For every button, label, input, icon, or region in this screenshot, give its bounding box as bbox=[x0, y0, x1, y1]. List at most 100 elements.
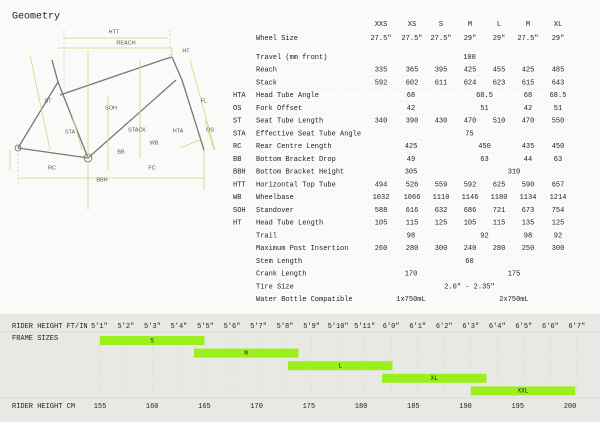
x2-tick-label: 6'7" bbox=[568, 323, 585, 331]
table-cell: 1146 bbox=[462, 194, 479, 202]
diagram-label: WB bbox=[150, 140, 159, 146]
diagram-label: FC bbox=[148, 165, 155, 171]
table-cell: 602 bbox=[406, 79, 419, 87]
size-bar bbox=[288, 361, 393, 371]
x2-tick-label: 5'2" bbox=[117, 323, 134, 331]
diagram-label: REACH bbox=[116, 40, 135, 46]
table-cell: 305 bbox=[405, 169, 418, 177]
row-name: Maximum Post Insertion bbox=[256, 245, 348, 253]
row-name: Water Bottle Compatible bbox=[256, 296, 353, 304]
x2-tick-label: 5'1" bbox=[91, 323, 108, 331]
table-cell: 125 bbox=[552, 220, 565, 228]
table-cell: 29" bbox=[464, 35, 477, 43]
table-cell: 611 bbox=[435, 79, 448, 87]
x2-tick-label: 5'9" bbox=[303, 323, 320, 331]
table-cell: 1066 bbox=[404, 194, 421, 202]
x2-tick-label: 6'3" bbox=[462, 323, 479, 331]
table-cell: 550 bbox=[552, 118, 565, 126]
row-name: Stem Length bbox=[256, 258, 302, 266]
table-cell: 559 bbox=[435, 181, 448, 189]
row-abbr: HT bbox=[233, 220, 241, 228]
table-cell: 175 bbox=[508, 271, 521, 279]
row-name: Horizontal Top Tube bbox=[256, 181, 336, 189]
size-bar bbox=[470, 386, 576, 396]
x2-tick-label: 6'0" bbox=[383, 323, 400, 331]
x2-tick-label: 6'2" bbox=[436, 323, 453, 331]
table-cell: 494 bbox=[375, 181, 388, 189]
row-name: Bottom Bracket Drop bbox=[256, 156, 336, 164]
row-abbr: HTA bbox=[233, 92, 246, 100]
table-cell: 1032 bbox=[373, 194, 390, 202]
page-title: Geometry bbox=[12, 12, 60, 23]
diagram-label: FL bbox=[201, 98, 207, 104]
table-cell: 2.0" - 2.35" bbox=[444, 283, 494, 291]
x2-tick-label: 6'1" bbox=[409, 323, 426, 331]
row-name: Head Tube Length bbox=[256, 220, 323, 228]
table-cell: 625 bbox=[493, 181, 506, 189]
x2-tick-label: 5'4" bbox=[171, 323, 188, 331]
table-cell: 686 bbox=[464, 207, 477, 215]
table-cell: 115 bbox=[493, 220, 506, 228]
x-tick-label: 175 bbox=[303, 403, 316, 411]
x2-tick-label: 6'5" bbox=[515, 323, 532, 331]
table-cell: 27.5" bbox=[517, 35, 538, 43]
row-name: Stack bbox=[256, 79, 277, 87]
diagram-label: STA bbox=[65, 129, 76, 135]
table-cell: 105 bbox=[375, 220, 388, 228]
row-name: Standover bbox=[256, 207, 294, 215]
row-abbr: ST bbox=[233, 118, 241, 126]
x2-tick-label: 5'5" bbox=[197, 323, 214, 331]
table-cell: 510 bbox=[493, 118, 506, 126]
x-tick-label: 200 bbox=[564, 403, 577, 411]
row-name: Head Tube Angle bbox=[256, 92, 319, 100]
column-header: M bbox=[468, 21, 472, 29]
table-cell: 335 bbox=[375, 67, 388, 75]
row-name: Travel (mm front) bbox=[256, 54, 327, 62]
table-cell: 1x750mL bbox=[396, 296, 425, 304]
table-cell: 27.5" bbox=[401, 35, 422, 43]
diagram-label: STACK bbox=[128, 127, 146, 133]
x2-tick-label: 5'8" bbox=[277, 323, 294, 331]
diagram-label: HT bbox=[182, 48, 190, 54]
table-cell: 29" bbox=[552, 35, 565, 43]
x2-tick-label: 5'6" bbox=[224, 323, 241, 331]
row-name: Effective Seat Tube Angle bbox=[256, 130, 361, 138]
x2-tick-label: 6'6" bbox=[542, 323, 559, 331]
table-cell: 98 bbox=[407, 232, 415, 240]
x-tick-label: 170 bbox=[250, 403, 263, 411]
table-cell: 51 bbox=[480, 105, 488, 113]
table-cell: 280 bbox=[406, 245, 419, 253]
x2-tick-label: 6'4" bbox=[489, 323, 506, 331]
row-abbr: BBH bbox=[233, 169, 246, 177]
row-name: Reach bbox=[256, 67, 277, 75]
table-cell: 470 bbox=[522, 118, 535, 126]
table-cell: 68 bbox=[407, 92, 415, 100]
x2-tick-label: 5'7" bbox=[250, 323, 267, 331]
table-cell: 425 bbox=[522, 67, 535, 75]
table-cell: 435 bbox=[522, 143, 535, 151]
table-cell: 49 bbox=[407, 156, 415, 164]
table-cell: 42 bbox=[524, 105, 532, 113]
table-cell: 135 bbox=[522, 220, 535, 228]
table-cell: 27.5" bbox=[370, 35, 391, 43]
table-cell: 105 bbox=[464, 220, 477, 228]
table-cell: 1134 bbox=[520, 194, 537, 202]
size-label: XXL bbox=[518, 388, 529, 395]
diagram-label: OS bbox=[206, 127, 214, 133]
size-bar bbox=[382, 373, 487, 383]
row-name: Bottom Bracket Height bbox=[256, 169, 344, 177]
table-cell: 1214 bbox=[550, 194, 567, 202]
table-cell: 425 bbox=[464, 67, 477, 75]
x2-tick-label: 5'11" bbox=[354, 323, 375, 331]
table-cell: 63 bbox=[480, 156, 488, 164]
x2-axis-label: RIDER HEIGHT FT/IN bbox=[12, 323, 88, 331]
size-label: L bbox=[338, 362, 342, 369]
row-name: Rear Centre Length bbox=[256, 143, 332, 151]
column-header: XXS bbox=[375, 21, 388, 29]
table-cell: 280 bbox=[493, 245, 506, 253]
table-cell: 75 bbox=[465, 130, 473, 138]
table-cell: 98 bbox=[524, 232, 532, 240]
column-header: XL bbox=[554, 21, 562, 29]
column-header: M bbox=[526, 21, 530, 29]
